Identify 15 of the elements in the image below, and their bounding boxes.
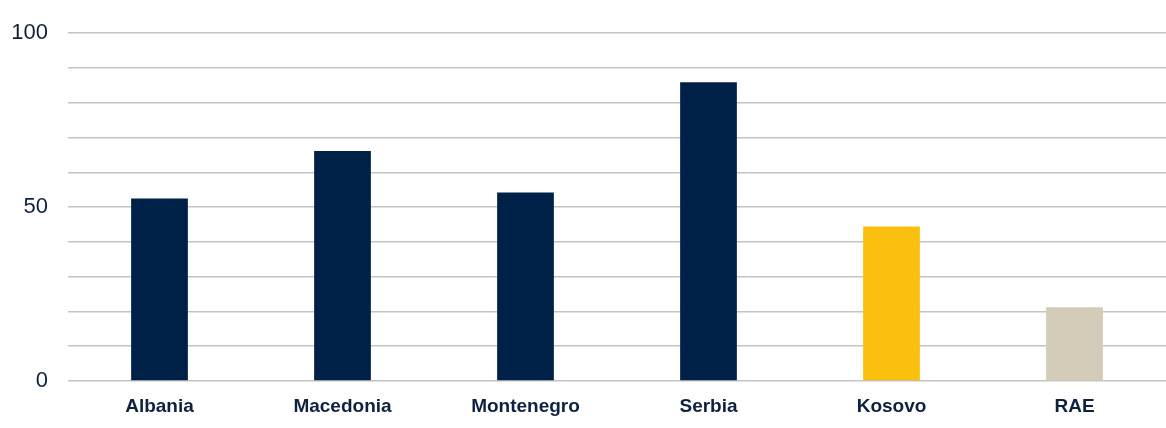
bar — [680, 82, 737, 381]
x-tick-label: Albania — [125, 394, 195, 416]
x-tick-label: RAE — [1054, 394, 1095, 416]
bar — [1046, 307, 1103, 381]
bar — [497, 192, 554, 381]
bar — [863, 226, 920, 381]
y-tick-label: 50 — [23, 193, 48, 219]
bar — [131, 198, 188, 381]
x-tick-label: Montenegro — [471, 394, 580, 416]
x-tick-label: Serbia — [679, 394, 738, 416]
y-tick-label: 0 — [35, 367, 48, 393]
y-tick-label: 100 — [11, 19, 48, 45]
x-tick-label: Macedonia — [293, 394, 393, 416]
x-tick-label: Kosovo — [856, 394, 927, 416]
bar — [314, 151, 371, 381]
